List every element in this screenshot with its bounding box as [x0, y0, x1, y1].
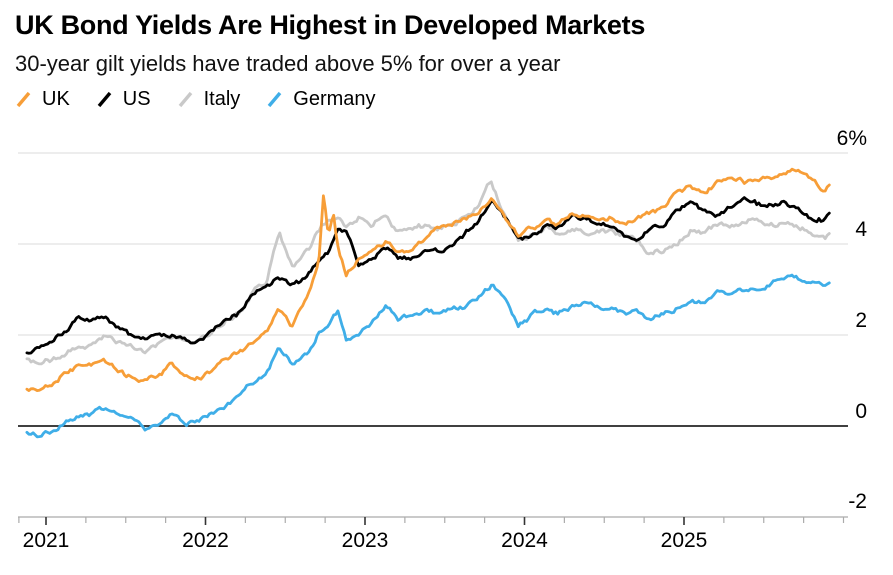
legend-slash-icon	[97, 91, 112, 108]
series-line-italy	[25, 180, 831, 366]
y-axis-label: -2	[848, 490, 867, 513]
legend-slash-icon	[267, 91, 282, 108]
legend-item-label: Germany	[293, 88, 376, 110]
legend-item-label: UK	[42, 88, 70, 110]
y-axis-label: 2	[855, 309, 867, 332]
legend-item-us: US	[97, 88, 151, 111]
series-line-uk	[25, 167, 831, 392]
legend-slash-icon	[16, 91, 31, 108]
x-axis-label: 2023	[342, 529, 389, 552]
chart-title: UK Bond Yields Are Highest in Developed …	[15, 10, 646, 40]
legend-item-label: Italy	[203, 88, 241, 110]
y-axis-label: 6%	[837, 127, 867, 150]
legend-item-label: US	[122, 88, 151, 110]
x-axis-label: 2021	[23, 529, 70, 552]
legend-item-uk: UK	[16, 88, 70, 111]
series-line-germany	[25, 273, 831, 439]
legend: UK US Italy Germany	[16, 88, 376, 111]
y-axis-label: 0	[855, 400, 867, 423]
legend-item-germany: Germany	[267, 88, 376, 111]
series-line-us	[25, 196, 831, 355]
legend-item-italy: Italy	[178, 88, 241, 111]
chart-subtitle: 30-year gilt yields have traded above 5%…	[15, 51, 561, 76]
x-axis-label: 2024	[501, 529, 548, 552]
x-axis-label: 2022	[182, 529, 229, 552]
x-axis-label: 2025	[661, 529, 708, 552]
y-axis-label: 4	[855, 218, 867, 241]
legend-slash-icon	[178, 91, 192, 108]
